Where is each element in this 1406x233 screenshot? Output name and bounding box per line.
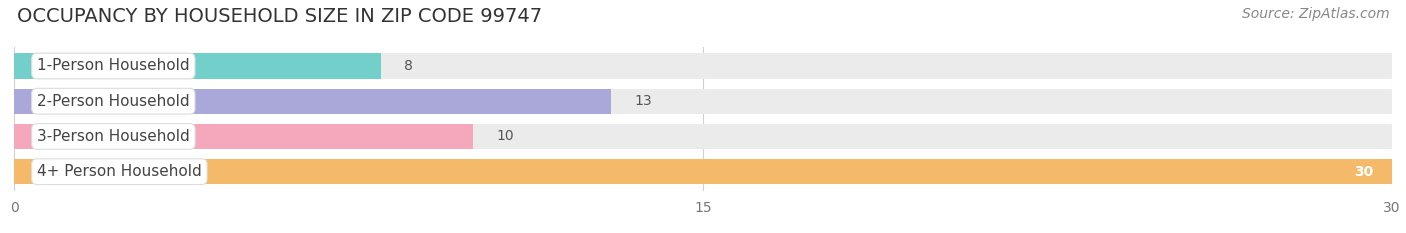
Text: 3-Person Household: 3-Person Household (37, 129, 190, 144)
Bar (14, 124, 1392, 149)
Bar (14, 53, 381, 79)
Text: 30: 30 (1354, 165, 1374, 179)
Text: 1-Person Household: 1-Person Household (37, 58, 190, 73)
Text: Source: ZipAtlas.com: Source: ZipAtlas.com (1241, 7, 1389, 21)
Bar (14, 159, 1392, 184)
Bar (14, 124, 474, 149)
Text: 13: 13 (634, 94, 652, 108)
Text: 2-Person Household: 2-Person Household (37, 94, 190, 109)
Text: 10: 10 (496, 130, 515, 144)
Bar (14, 53, 1392, 79)
Bar (14, 89, 1392, 114)
Text: 4+ Person Household: 4+ Person Household (37, 164, 202, 179)
Text: 8: 8 (405, 59, 413, 73)
Bar (14, 89, 612, 114)
Bar (14, 159, 1392, 184)
Text: OCCUPANCY BY HOUSEHOLD SIZE IN ZIP CODE 99747: OCCUPANCY BY HOUSEHOLD SIZE IN ZIP CODE … (17, 7, 541, 26)
